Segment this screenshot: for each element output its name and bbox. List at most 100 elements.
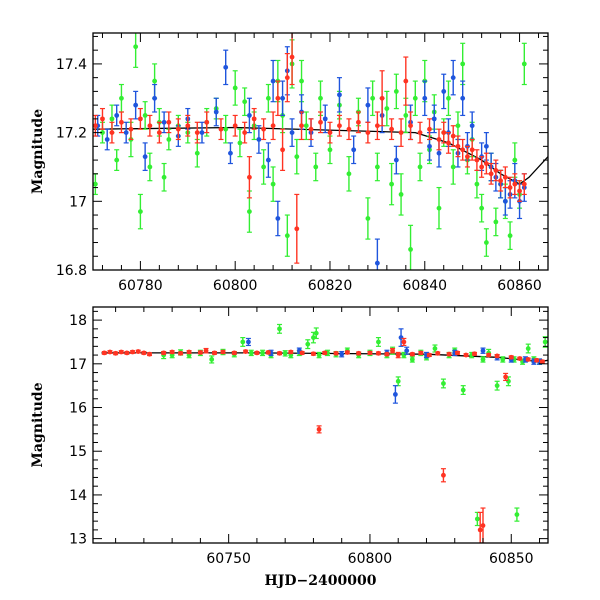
x-tick-label: 60840 bbox=[402, 278, 447, 294]
data-point-green bbox=[147, 152, 153, 182]
data-point-red bbox=[517, 356, 523, 361]
data-point-red bbox=[109, 121, 115, 144]
data-point-green bbox=[374, 152, 380, 182]
data-point-red bbox=[367, 350, 373, 356]
series-blue bbox=[95, 46, 527, 270]
data-point-blue bbox=[374, 238, 380, 270]
data-point-green bbox=[408, 224, 414, 270]
data-point-green bbox=[542, 336, 548, 348]
data-point-green bbox=[265, 83, 271, 113]
data-point-red bbox=[316, 425, 322, 434]
data-point-red bbox=[327, 121, 333, 144]
data-point-red bbox=[446, 351, 452, 357]
data-point-green bbox=[305, 339, 311, 350]
data-point-red bbox=[254, 350, 260, 356]
data-point-blue bbox=[246, 97, 252, 134]
data-point-green bbox=[409, 356, 415, 363]
data-point-green bbox=[294, 138, 300, 175]
data-point-red bbox=[379, 70, 385, 127]
data-point-red bbox=[436, 128, 442, 151]
x-tick-label: 60800 bbox=[213, 278, 258, 294]
data-point-blue bbox=[256, 125, 262, 154]
data-point-red bbox=[474, 149, 480, 171]
data-point-green bbox=[395, 376, 401, 387]
top-panel-zoomed-light-curve: 60780 60800 60820 60840 60860 16.8 17 17.2 17.4 M… bbox=[30, 32, 549, 294]
data-point-red bbox=[194, 121, 200, 144]
data-point-green bbox=[417, 152, 423, 182]
data-point-blue bbox=[104, 128, 110, 151]
data-point-blue bbox=[431, 104, 437, 134]
data-point-red bbox=[128, 118, 134, 141]
data-point-green bbox=[525, 343, 531, 354]
data-point-red bbox=[107, 349, 113, 355]
data-point-green bbox=[375, 336, 381, 347]
x-tick-label: 60780 bbox=[118, 278, 163, 294]
data-point-green bbox=[436, 186, 442, 230]
data-point-red bbox=[333, 350, 339, 356]
data-point-blue bbox=[351, 135, 357, 165]
data-point-blue bbox=[213, 97, 219, 127]
data-point-red bbox=[508, 354, 514, 360]
data-point-red bbox=[493, 159, 499, 182]
data-point-red bbox=[384, 351, 390, 357]
data-point-red bbox=[288, 349, 294, 355]
data-point-red bbox=[344, 350, 350, 355]
data-point-green bbox=[261, 149, 267, 185]
data-point-green bbox=[440, 378, 446, 389]
data-point-blue bbox=[114, 104, 120, 127]
plot-area bbox=[101, 323, 548, 543]
data-point-red bbox=[220, 349, 226, 355]
data-point-blue bbox=[280, 80, 286, 117]
data-point-green bbox=[277, 323, 283, 334]
data-point-red bbox=[356, 350, 362, 356]
data-point-green bbox=[114, 149, 120, 171]
data-point-red bbox=[147, 114, 153, 137]
y-tick-label: 13 bbox=[69, 532, 87, 548]
data-point-red bbox=[277, 350, 283, 356]
series-red bbox=[101, 337, 545, 543]
data-point-green bbox=[479, 193, 485, 223]
data-point-red bbox=[299, 350, 305, 356]
data-point-red bbox=[147, 351, 153, 357]
series-blue bbox=[245, 328, 543, 404]
data-point-green bbox=[412, 80, 418, 117]
data-point-red bbox=[460, 138, 466, 161]
data-point-red bbox=[166, 111, 172, 134]
data-point-green bbox=[445, 80, 451, 117]
data-point-blue bbox=[339, 350, 345, 358]
data-point-blue bbox=[392, 385, 398, 404]
data-point-green bbox=[303, 111, 309, 141]
data-point-green bbox=[500, 356, 506, 363]
plot-frame bbox=[92, 32, 549, 271]
data-point-red bbox=[480, 507, 486, 543]
data-point-red bbox=[426, 352, 432, 358]
y-axis-label: Magnitude bbox=[30, 382, 46, 467]
data-point-red bbox=[322, 350, 328, 356]
data-point-green bbox=[398, 173, 404, 216]
data-point-green bbox=[270, 166, 276, 202]
data-point-red bbox=[197, 350, 203, 355]
data-point-green bbox=[161, 162, 167, 192]
data-point-green bbox=[282, 350, 288, 357]
data-point-red bbox=[118, 349, 124, 355]
x-tick-label: 60850 bbox=[489, 551, 534, 567]
data-point-red bbox=[169, 349, 175, 355]
data-point-blue bbox=[322, 104, 328, 134]
data-point-green bbox=[232, 70, 238, 106]
data-point-red bbox=[408, 111, 414, 141]
data-point-red bbox=[294, 193, 300, 264]
x-axis-label: HJD−2400000 bbox=[265, 573, 377, 589]
data-point-red bbox=[398, 118, 404, 147]
data-point-blue bbox=[480, 347, 486, 354]
data-point-red bbox=[99, 107, 105, 130]
data-point-red bbox=[503, 372, 509, 382]
data-point-red bbox=[488, 162, 494, 185]
y-tick-label: 14 bbox=[69, 488, 87, 504]
data-point-green bbox=[389, 162, 395, 206]
data-point-red bbox=[242, 121, 248, 144]
data-point-green bbox=[242, 87, 248, 117]
data-point-red bbox=[472, 351, 478, 357]
data-point-red bbox=[507, 176, 513, 199]
data-point-green bbox=[474, 511, 480, 527]
plot-area bbox=[93, 33, 548, 270]
